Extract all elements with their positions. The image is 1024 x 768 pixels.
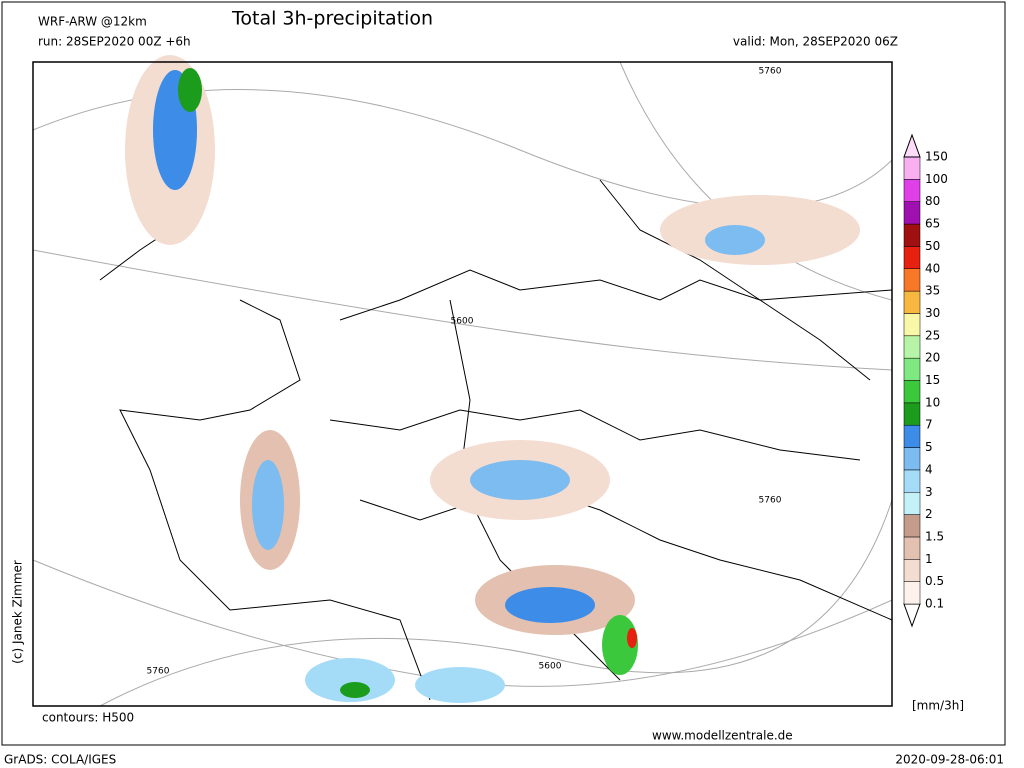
model-label: WRF-ARW @12km [38, 15, 147, 29]
legend-label: 1.5 [925, 529, 944, 543]
map-frame [32, 61, 893, 707]
valid-label: valid: Mon, 28SEP2020 06Z [733, 35, 898, 49]
precip-area [178, 68, 202, 112]
contour-label: 5760 [759, 67, 782, 77]
borders-coastlines [99, 89, 893, 701]
legend-label: 15 [925, 373, 940, 387]
legend-end-high [903, 133, 921, 158]
legend-end-low [903, 603, 921, 628]
legend-swatch [903, 357, 921, 381]
legend-label: 100 [925, 172, 948, 186]
map-area: 5760 5600 5760 5760 5600 [32, 55, 893, 707]
legend-label: 7 [925, 418, 933, 432]
legend-label: 150 [925, 150, 948, 164]
legend-label: 40 [925, 261, 940, 275]
border [599, 179, 871, 381]
precip-area [505, 587, 595, 623]
contour-label: 5600 [539, 662, 562, 672]
legend-swatch [903, 156, 921, 180]
legend-label: 20 [925, 351, 940, 365]
legend-swatch [903, 179, 921, 202]
legend-unit: [mm/3h] [912, 699, 964, 713]
precip-area [660, 195, 860, 265]
legend-label: 30 [925, 306, 940, 320]
border [359, 489, 893, 621]
precip-area [415, 667, 505, 703]
legend-label: 10 [925, 395, 940, 409]
coastline [339, 269, 893, 321]
legend-label: 80 [925, 194, 940, 208]
contour-label: 5760 [759, 496, 782, 506]
legend-swatch [903, 402, 921, 426]
precip-area [705, 225, 765, 255]
legend-swatch [903, 290, 921, 314]
contour-line [99, 499, 893, 707]
legend-swatch [903, 268, 921, 292]
legend: 0.1 0.5 1 1.5 2 3 4 5 7 10 15 20 25 30 35 40 50 65 80 100 15… [903, 133, 948, 628]
contour-label: 5760 [147, 667, 170, 677]
legend-swatch [903, 246, 921, 269]
contour-line [32, 249, 893, 371]
timestamp: 2020-09-28-06:01 [895, 753, 1004, 767]
legend-swatch [903, 447, 921, 471]
legend-label: 2 [925, 507, 933, 521]
figure-border [1, 1, 1006, 746]
legend-label: 4 [925, 462, 933, 476]
legend-label: 5 [925, 440, 933, 454]
software-credit: GrADS: COLA/IGES [4, 753, 116, 767]
run-label: run: 28SEP2020 00Z +6h [38, 35, 191, 49]
precip-area [627, 628, 637, 648]
legend-label: 3 [925, 485, 933, 499]
border [329, 409, 861, 461]
legend-swatch [903, 559, 921, 582]
coastline [119, 299, 431, 701]
legend-swatch [903, 223, 921, 247]
precipitation-areas [125, 55, 860, 703]
legend-label: 1 [925, 552, 933, 566]
legend-label: 65 [925, 217, 940, 231]
legend-label: 50 [925, 239, 940, 253]
legend-swatch [903, 313, 921, 337]
precip-area [340, 682, 370, 698]
legend-swatch [903, 536, 921, 560]
precip-area [305, 658, 395, 702]
contours-note: contours: H500 [42, 711, 134, 725]
precip-area [252, 460, 284, 550]
legend-label: 0.1 [925, 597, 944, 611]
legend-label: 35 [925, 284, 940, 298]
legend-swatch [903, 514, 921, 538]
legend-swatch [903, 201, 921, 225]
legend-swatch [903, 492, 921, 515]
legend-swatch [903, 469, 921, 493]
precip-area [470, 460, 570, 500]
website: www.modellzentrale.de [652, 729, 793, 743]
map-title: Total 3h-precipitation [231, 8, 433, 30]
legend-swatch [903, 335, 921, 359]
legend-label: 0.5 [925, 574, 944, 588]
legend-swatch [903, 380, 921, 404]
copyright: (c) Janek Zimmer [11, 560, 25, 664]
legend-swatch [903, 581, 921, 605]
legend-swatch [903, 424, 921, 448]
legend-label: 25 [925, 328, 940, 342]
contour-label: 5600 [451, 317, 474, 327]
